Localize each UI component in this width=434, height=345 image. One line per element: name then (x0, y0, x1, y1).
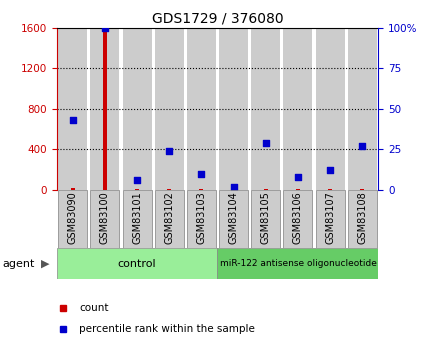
Text: GSM83106: GSM83106 (293, 191, 302, 244)
Bar (122, 28, 151, 190)
Bar (360, 189, 363, 190)
Bar (347, 28, 376, 190)
Text: GSM83105: GSM83105 (260, 191, 270, 244)
Bar (199, 189, 203, 190)
Bar (296, 189, 299, 190)
Bar (231, 189, 235, 190)
Bar (103, 28, 106, 190)
Text: GSM83101: GSM83101 (132, 191, 141, 244)
Bar (155, 28, 183, 190)
Point (101, 25, 108, 30)
Bar (263, 189, 267, 190)
Bar (71, 188, 74, 190)
Text: GSM83104: GSM83104 (228, 191, 238, 244)
Bar (90, 28, 119, 190)
FancyBboxPatch shape (283, 190, 312, 248)
Bar (328, 189, 331, 190)
Text: GSM83107: GSM83107 (325, 191, 334, 244)
Point (165, 148, 172, 154)
Bar (187, 28, 215, 190)
FancyBboxPatch shape (56, 248, 217, 279)
Bar (283, 28, 312, 190)
Point (294, 174, 301, 179)
FancyBboxPatch shape (58, 190, 87, 248)
Text: GSM83090: GSM83090 (68, 191, 77, 244)
FancyBboxPatch shape (347, 190, 376, 248)
Text: ▶: ▶ (41, 259, 50, 269)
FancyBboxPatch shape (187, 190, 215, 248)
Bar (251, 28, 279, 190)
Bar (219, 28, 247, 190)
Text: percentile rank within the sample: percentile rank within the sample (79, 324, 254, 334)
FancyBboxPatch shape (122, 190, 151, 248)
Point (262, 140, 269, 146)
FancyBboxPatch shape (251, 190, 279, 248)
Bar (135, 189, 138, 190)
Point (133, 177, 140, 183)
Text: GSM83103: GSM83103 (196, 191, 206, 244)
Point (69, 117, 76, 123)
Point (358, 143, 365, 149)
Text: count: count (79, 303, 108, 313)
Point (326, 168, 333, 173)
Title: GDS1729 / 376080: GDS1729 / 376080 (151, 11, 283, 25)
Text: control: control (118, 259, 156, 269)
Text: agent: agent (2, 259, 34, 269)
FancyBboxPatch shape (155, 190, 183, 248)
Point (230, 184, 237, 189)
Point (197, 171, 204, 176)
Bar (167, 189, 171, 190)
Text: GSM83102: GSM83102 (164, 191, 174, 244)
FancyBboxPatch shape (219, 190, 247, 248)
Bar (58, 28, 87, 190)
FancyBboxPatch shape (217, 248, 378, 279)
Text: miR-122 antisense oligonucleotide: miR-122 antisense oligonucleotide (219, 259, 375, 268)
FancyBboxPatch shape (315, 190, 344, 248)
Text: GSM83108: GSM83108 (357, 191, 366, 244)
FancyBboxPatch shape (90, 190, 119, 248)
Text: GSM83100: GSM83100 (100, 191, 109, 244)
Bar (315, 28, 344, 190)
